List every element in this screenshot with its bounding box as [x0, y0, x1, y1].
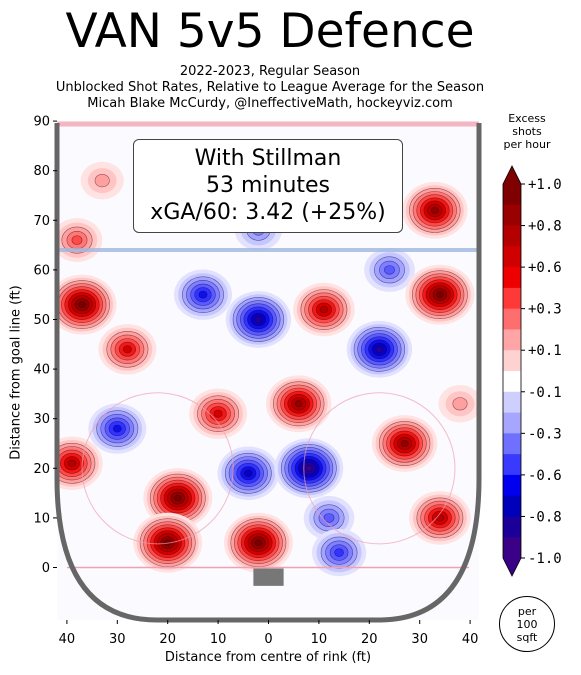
colorbar-band [503, 391, 521, 414]
y-tick-label: 40 [33, 363, 50, 378]
heatmap-contour [67, 459, 77, 467]
colorbar-band [503, 204, 521, 227]
y-tick-label: 10 [33, 511, 50, 526]
y-tick-label: 0 [42, 561, 50, 576]
chart-title: VAN 5v5 Defence [65, 4, 475, 59]
info-xga: xGA/60: 3.42 (+25%) [150, 200, 386, 225]
colorbar-tick-label: +0.6 [528, 260, 562, 276]
heatmap-contour [213, 409, 223, 418]
faceoff-circle-left [81, 392, 234, 545]
heatmap-contour [436, 291, 444, 299]
x-tick-label: 40 [59, 632, 76, 647]
x-tick-label: 20 [159, 632, 176, 647]
heatmap-contour [94, 174, 110, 188]
colorbar-tick-label: -0.3 [528, 426, 562, 442]
unit-badge-line: sqft [516, 630, 538, 644]
heatmap-contour [319, 305, 329, 314]
colorbar-band [503, 371, 521, 393]
heatmap-contour [123, 345, 132, 354]
y-tick-label: 50 [33, 313, 50, 328]
heatmap-contour [254, 315, 263, 323]
unit-badge: per 100 sqft [499, 596, 555, 652]
colorbar: +1.0 +0.8 +0.6 +0.3 +0.1 -0.1 -0.3 -0.6 -0.8 -1.0 [502, 165, 562, 577]
subtitle-season: 2022-2023, Regular Season [179, 64, 361, 79]
x-tick-label: 10 [311, 632, 328, 647]
heatmap-contour [334, 548, 344, 557]
y-axis-label: Distance from goal line (ft) [8, 285, 24, 460]
heatmap-contour [384, 265, 395, 275]
colorbar-title-line: Excess [508, 112, 546, 125]
colorbar-band [503, 287, 521, 310]
colorbar-band [503, 329, 521, 351]
x-tick-label: 30 [109, 632, 126, 647]
colorbar-band [503, 225, 521, 247]
colorbar-band [503, 412, 521, 434]
heatmap-contour [375, 345, 384, 353]
x-tick-label: 40 [462, 632, 479, 647]
heatmap-contour [294, 400, 303, 408]
colorbar-title: Excess shots per hour [496, 112, 558, 151]
heatmap-contour [452, 397, 468, 411]
info-box: With Stillman 53 minutes xGA/60: 3.42 (+… [133, 139, 403, 233]
heatmap-contour [174, 494, 182, 502]
x-tick-label: 30 [411, 632, 428, 647]
heatmap-contour [244, 469, 253, 477]
y-tick-label: 30 [33, 412, 50, 427]
colorbar-band [503, 350, 521, 372]
colorbar-band [503, 537, 521, 559]
info-player: With Stillman [194, 146, 342, 171]
heatmap-contour [78, 301, 86, 308]
colorbar-band [503, 433, 521, 455]
x-tick-label: 20 [361, 632, 378, 647]
colorbar-tick-label: +0.1 [528, 343, 562, 359]
y-tick-label: 60 [33, 263, 50, 278]
colorbar-bottom-arrow [503, 558, 521, 576]
heatmap-contour [198, 290, 208, 299]
heatmap-contour [305, 464, 313, 472]
heatmap-contour [435, 514, 445, 522]
colorbar-band [503, 184, 521, 206]
heatmap-contour [254, 539, 263, 547]
heatmap-contour [112, 424, 122, 433]
colorbar-tick-label: -0.6 [528, 468, 562, 484]
colorbar-band [503, 454, 521, 476]
y-tick-label: 80 [33, 164, 50, 179]
y-tick-label: 70 [33, 214, 50, 229]
faceoff-circle-right [303, 392, 456, 545]
colorbar-tick-label: +1.0 [528, 177, 562, 193]
unit-badge-line: 100 [516, 617, 538, 631]
colorbar-band [503, 267, 521, 289]
unit-badge-line: per [517, 604, 537, 618]
heatmap-contour [71, 235, 83, 245]
colorbar-tick-label: +0.3 [528, 302, 562, 318]
heatmap-contour [323, 513, 335, 523]
heatmap-contour [400, 439, 409, 447]
colorbar-tick-label: -0.8 [528, 509, 562, 525]
colorbar-title-line: shots [512, 125, 542, 138]
x-axis-label: Distance from centre of rink (ft) [164, 650, 372, 665]
axes: 0 10 20 30 40 50 60 70 80 90 40 30 20 10 0 10 20 30 40 [33, 115, 478, 647]
colorbar-tick-label: -0.1 [528, 385, 562, 401]
subtitle-description: Unblocked Shot Rates, Relative to League… [55, 80, 485, 95]
x-tick-label: 10 [210, 632, 227, 647]
y-tick-label: 20 [33, 462, 50, 477]
colorbar-band [503, 474, 521, 497]
colorbar-band [503, 495, 521, 517]
y-tick-label: 90 [33, 115, 50, 130]
colorbar-title-line: per hour [503, 138, 551, 151]
subtitle-credit: Micah Blake McCurdy, @IneffectiveMath, h… [87, 96, 453, 111]
colorbar-top-arrow [503, 166, 521, 184]
heatmap-contour [430, 206, 439, 214]
colorbar-band [503, 516, 521, 538]
colorbar-band [503, 308, 521, 330]
info-minutes: 53 minutes [205, 173, 331, 198]
colorbar-band [503, 246, 521, 268]
x-tick-label: 0 [264, 632, 272, 647]
colorbar-tick-label: +0.8 [528, 219, 562, 235]
goal-net [253, 568, 284, 586]
colorbar-tick-label: -1.0 [528, 551, 562, 567]
